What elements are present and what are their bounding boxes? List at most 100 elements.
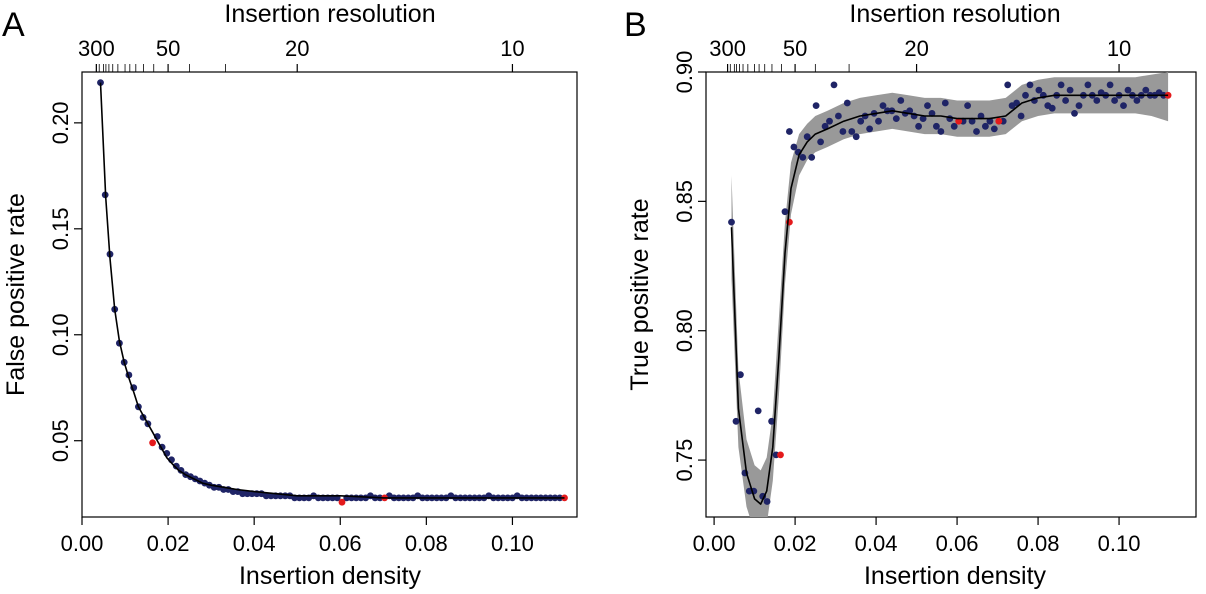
data-point — [790, 143, 798, 151]
y-tick-label: 0.05 — [48, 419, 73, 462]
data-point — [892, 115, 900, 122]
data-point — [808, 154, 816, 161]
data-point — [1075, 102, 1083, 109]
data-point — [835, 112, 842, 120]
data-point — [817, 138, 824, 146]
data-point — [955, 117, 963, 125]
data-point — [826, 117, 833, 125]
x-tick-label: 0.10 — [491, 531, 534, 556]
data-point — [172, 462, 180, 470]
x-tick-label: 0.08 — [1017, 531, 1060, 556]
data-point — [897, 97, 905, 104]
x-axis-label: Insertion density — [239, 562, 422, 590]
data-point — [919, 115, 927, 122]
x-tick-label: 0.02 — [774, 531, 817, 556]
top-tick-label: 20 — [285, 36, 309, 61]
y-tick-label: 0.80 — [672, 309, 697, 352]
data-point — [843, 99, 851, 107]
data-point — [839, 128, 847, 135]
data-point — [1013, 99, 1020, 107]
data-point — [852, 133, 860, 141]
data-point — [1071, 110, 1078, 117]
data-point — [1004, 81, 1012, 89]
y-tick-label: 0.20 — [48, 101, 73, 144]
data-point — [1048, 104, 1056, 112]
data-point — [964, 102, 971, 109]
x-tick-label: 0.04 — [855, 531, 898, 556]
data-point — [338, 498, 346, 506]
x-tick-label: 0.06 — [319, 531, 362, 556]
fit-curve — [99, 82, 565, 499]
panel-letter: A — [2, 6, 25, 44]
y-tick-label: 0.90 — [672, 51, 697, 94]
data-point — [866, 125, 873, 133]
data-point — [1084, 81, 1092, 89]
data-point — [1133, 97, 1141, 104]
data-point — [990, 125, 998, 133]
data-point — [941, 99, 949, 107]
data-point — [973, 128, 980, 135]
panel-b: B 0.00 0.02 0.04 0.06 0.08 0.10 Insertion densi… — [624, 0, 1197, 590]
y-axis-label: False positive rate — [2, 193, 30, 396]
x-tick-label: 0.06 — [936, 531, 979, 556]
confidence-band — [731, 72, 1169, 517]
data-point — [821, 122, 829, 130]
top-tick-label: 10 — [1107, 36, 1131, 61]
data-point — [915, 122, 922, 130]
data-point — [906, 107, 914, 115]
data-point — [933, 122, 940, 130]
data-point — [239, 490, 247, 498]
data-point — [777, 451, 784, 459]
data-point — [830, 81, 838, 89]
top-tick-label: 50 — [783, 36, 807, 61]
data-point — [857, 117, 865, 125]
data-point — [928, 110, 936, 117]
data-point — [1035, 86, 1043, 94]
data-point — [1057, 81, 1065, 89]
data-point — [732, 417, 740, 425]
y-tick-label: 0.10 — [48, 313, 73, 356]
data-point — [1124, 86, 1132, 94]
top-tick-label: 50 — [156, 36, 180, 61]
data-point — [262, 492, 270, 500]
data-point — [977, 112, 985, 120]
plot-area — [728, 72, 1172, 517]
y-tick-label: 0.15 — [48, 207, 73, 250]
data-point — [781, 208, 789, 216]
data-point — [982, 122, 989, 130]
data-point — [149, 439, 157, 447]
y-axis-label: True positive rate — [626, 198, 654, 390]
top-axis-label: Insertion resolution — [224, 0, 435, 28]
data-point — [768, 417, 775, 425]
data-point — [1142, 86, 1150, 94]
data-point — [243, 490, 251, 498]
data-point — [995, 117, 1003, 125]
data-point — [1062, 97, 1069, 104]
data-point — [879, 102, 887, 109]
top-tick-label: 300 — [709, 36, 746, 61]
x-tick-label: 0.00 — [693, 531, 736, 556]
x-tick-label: 0.00 — [61, 531, 104, 556]
data-point — [763, 498, 771, 505]
y-tick-label: 0.85 — [672, 180, 697, 223]
top-tick-label: 10 — [500, 36, 524, 61]
data-point — [812, 102, 820, 109]
data-point — [1093, 97, 1101, 104]
data-point — [950, 122, 958, 130]
x-tick-label: 0.08 — [405, 531, 448, 556]
data-point — [1120, 102, 1127, 109]
data-point — [1106, 81, 1114, 89]
data-point — [737, 371, 744, 379]
x-axis-label: Insertion density — [864, 562, 1047, 590]
data-point — [924, 102, 931, 109]
plot-frame — [705, 71, 1197, 518]
data-point — [1022, 91, 1029, 99]
panel-a: A 0.00 0.02 0.04 0.06 0.08 0.10 Insertion densi… — [2, 0, 578, 590]
top-tick-label: 20 — [904, 36, 928, 61]
data-point — [803, 133, 811, 141]
x-tick-label: 0.04 — [233, 531, 276, 556]
data-point — [875, 117, 882, 125]
data-point — [1111, 97, 1118, 104]
data-point — [986, 117, 994, 125]
data-point — [968, 117, 976, 125]
